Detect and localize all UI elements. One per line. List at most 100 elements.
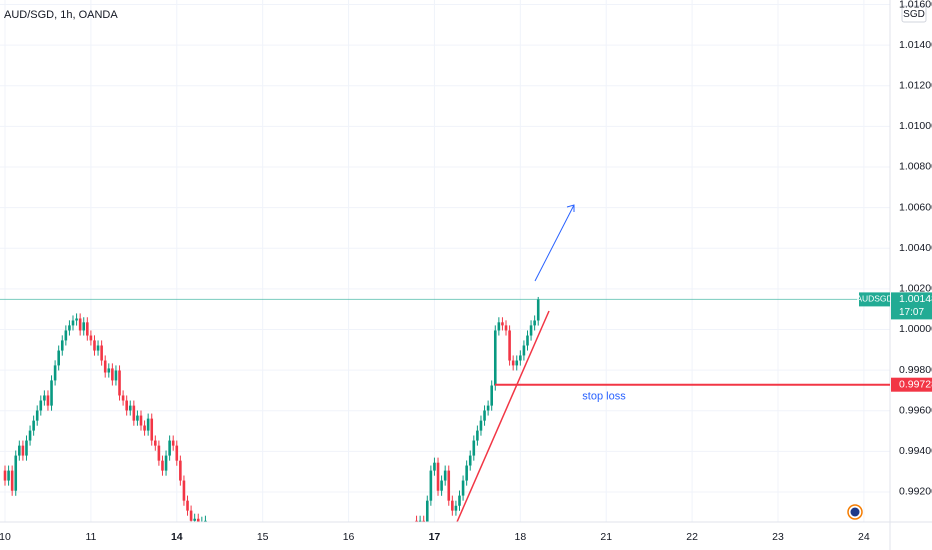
candle-body <box>132 405 136 421</box>
candle-body <box>519 355 522 361</box>
y-tick-label: 1.00800 <box>899 161 932 173</box>
candle-body <box>458 495 461 506</box>
candle-body <box>189 510 193 521</box>
candle-body <box>415 520 418 522</box>
grid <box>0 0 890 522</box>
candle-body <box>486 405 490 411</box>
candle-body <box>193 518 196 521</box>
candle-body <box>82 322 86 331</box>
candle-body <box>128 405 132 411</box>
candle-body <box>25 440 28 456</box>
candle-body <box>490 385 494 406</box>
symbol-tag <box>859 292 890 307</box>
tv-badge <box>847 504 863 520</box>
candle-body <box>472 440 476 456</box>
candle-body <box>28 430 32 441</box>
candle-body <box>429 470 433 501</box>
candle-body <box>461 480 465 496</box>
candle-body <box>68 325 71 331</box>
x-tick-label: 22 <box>686 531 698 543</box>
arrow-head <box>566 204 575 212</box>
candle-body <box>10 470 14 491</box>
candle-body <box>161 460 164 471</box>
candle-body <box>418 520 422 522</box>
candles <box>3 296 540 522</box>
candle-body <box>146 418 150 431</box>
y-tick-label: 1.00200 <box>899 283 932 295</box>
candle-body <box>504 325 508 331</box>
candle-body <box>179 460 182 481</box>
y-tick-label: 1.01200 <box>899 79 932 91</box>
candle-body <box>522 345 526 356</box>
candle-body <box>529 325 533 336</box>
candle-body <box>57 350 60 366</box>
last-price-label: 1.00148 <box>899 293 932 305</box>
candle-body <box>18 445 21 456</box>
candle-body <box>422 520 426 522</box>
candle-body <box>21 445 25 456</box>
candle-body <box>508 330 511 361</box>
candle-body <box>186 500 189 511</box>
candle-body <box>100 345 103 361</box>
x-tick-label: 14 <box>171 531 183 543</box>
candle-body <box>454 505 458 511</box>
candle-body <box>86 322 89 336</box>
candle-body <box>526 335 529 346</box>
candle-body <box>196 518 200 522</box>
candle-body <box>3 470 7 481</box>
y-tick-label: 1.01000 <box>899 120 932 132</box>
candle-body <box>71 320 75 326</box>
candle-body <box>533 320 536 326</box>
candle-body <box>114 370 118 381</box>
y-tick-label: 1.00400 <box>899 242 932 254</box>
candle-body <box>476 430 479 441</box>
x-tick-label: 17 <box>429 531 441 543</box>
candle-body <box>204 520 207 522</box>
candle-body <box>171 440 175 446</box>
y-tick-label: 0.99200 <box>899 486 932 498</box>
candle-body <box>511 360 515 366</box>
currency-label: SGD <box>903 9 925 20</box>
candle-body <box>425 500 429 522</box>
candle-body <box>168 440 171 456</box>
candle-body <box>483 410 486 421</box>
candle-body <box>436 462 440 491</box>
candle-body <box>536 299 540 321</box>
x-tick-label: 21 <box>600 531 612 543</box>
candle-body <box>35 410 39 421</box>
symbol-label: AUDSGD <box>856 294 892 304</box>
projection-arrow <box>534 204 575 282</box>
chart-title: AUD/SGD, 1h, OANDA <box>4 9 118 21</box>
candle-body <box>111 368 114 381</box>
candle-body <box>60 340 64 351</box>
candle-body <box>150 418 154 441</box>
currency-box <box>901 5 927 23</box>
candle-body <box>497 322 501 331</box>
candle-body <box>96 345 100 351</box>
candle-body <box>78 318 82 331</box>
candle-body <box>157 445 161 461</box>
candle-body <box>479 420 483 431</box>
candle-body <box>515 360 519 366</box>
x-tick-label: 18 <box>514 531 526 543</box>
candle-body <box>468 455 472 466</box>
candle-body <box>175 445 179 461</box>
countdown-label: 17:07 <box>899 307 924 318</box>
y-tick-label: 1.00600 <box>899 201 932 213</box>
x-tick-label: 11 <box>85 531 96 543</box>
candle-body <box>440 480 443 491</box>
stop-loss-price: 0.99728 <box>899 378 932 390</box>
candle-body <box>39 400 43 411</box>
candle-body <box>465 465 468 481</box>
candle-body <box>164 455 168 471</box>
candle-body <box>451 500 454 511</box>
stop-loss-tag <box>891 377 932 392</box>
candle-body <box>443 470 447 481</box>
candle-body <box>89 335 93 341</box>
